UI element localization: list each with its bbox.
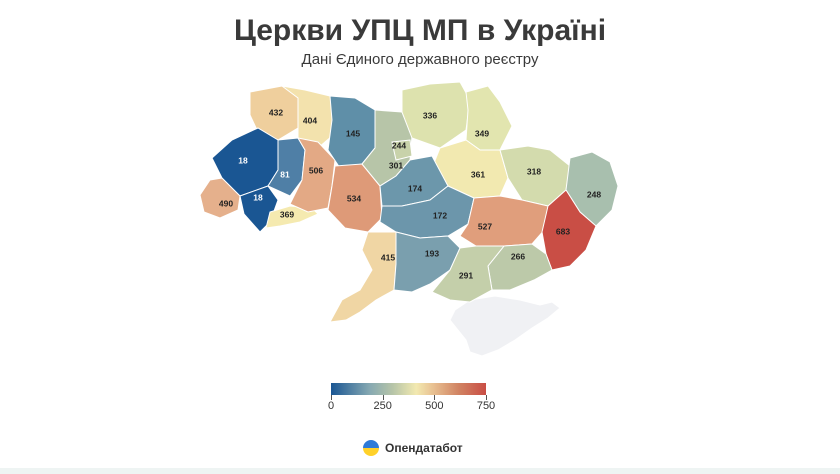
region-value-label: 415 [381,252,395,262]
legend-tick-label: 750 [476,400,496,412]
brand-name: Опендатабот [385,441,463,455]
region-value-label: 336 [423,110,437,120]
region-donetsk [541,189,597,271]
color-legend: 0 250 500 750 [327,383,495,423]
region-value-label: 266 [511,251,525,261]
region-dnipropetrovsk [459,195,549,247]
region-value-label: 81 [280,169,290,179]
region-value-label: 291 [459,270,473,280]
region-chernihiv [401,81,471,149]
legend-tick-label: 250 [373,400,392,412]
map-subtitle: Дані Єдиного державного реєстру [301,51,539,68]
opendatabot-logo-icon [363,440,379,456]
legend-tick [434,395,436,400]
region-mykolaiv [393,231,461,293]
region-value-label: 506 [309,165,323,175]
region-value-label: 174 [408,183,422,193]
region-value-label: 490 [219,198,233,208]
region-sumy [465,85,513,151]
region-value-label: 683 [556,226,570,236]
region-value-label: 432 [269,107,283,117]
region-zakarpattia [199,177,241,219]
bottom-strip [0,468,840,474]
region-khmelnytskyi [289,137,336,213]
region-kyiv-city [391,139,413,161]
region-value-label: 527 [478,221,492,231]
legend-ticks [329,395,489,403]
region-value-label: 145 [346,128,360,138]
region-value-label: 534 [347,193,361,203]
region-value-label: 172 [433,210,447,220]
region-crimea [449,295,561,357]
map-title: Церкви УПЦ МП в Україні [233,14,607,47]
legend-tick [486,395,487,400]
region-value-label: 18 [253,192,263,202]
legend-tick-label: 500 [425,400,444,412]
legend-gradient-bar [331,383,486,395]
brand: Опендатабот [363,437,463,459]
region-kherson [431,245,506,303]
region-value-label: 18 [238,155,248,165]
region-value-label: 369 [280,209,294,219]
legend-tick-label: 0 [327,400,335,412]
region-value-label: 361 [471,169,485,179]
region-value-label: 244 [392,140,406,150]
region-value-label: 349 [475,128,489,138]
region-odesa [329,231,397,323]
region-value-label: 193 [425,248,439,258]
legend-tick [331,395,332,400]
region-value-label: 404 [303,115,317,125]
region-value-label: 248 [587,189,601,199]
legend-tick [382,395,384,400]
region-chernivtsi [265,205,319,229]
region-value-label: 301 [389,160,403,170]
region-value-label: 318 [527,166,541,176]
